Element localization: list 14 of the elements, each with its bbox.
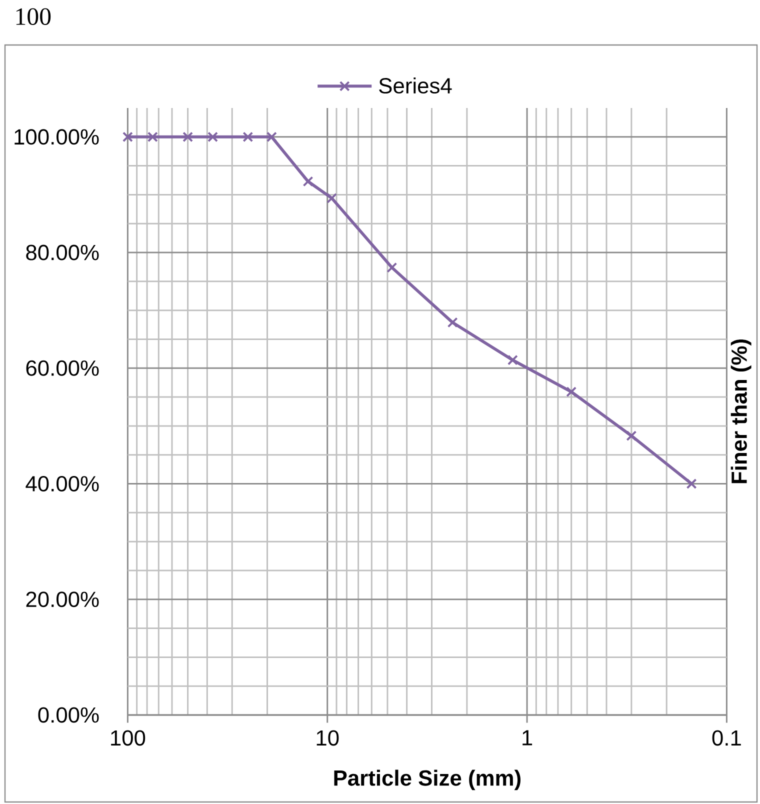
y-tick-label: 0.00% <box>38 707 99 723</box>
x-tick-label: 0.1 <box>712 730 741 746</box>
text: 100 <box>16 8 51 26</box>
y-tick-label: 40.00% <box>26 476 99 492</box>
y-axis-title: Finer than (%) <box>730 340 752 484</box>
y-tick-label: 100.00% <box>14 129 99 145</box>
y-tick-label: 60.00% <box>26 360 99 376</box>
legend-label: Series4 <box>379 77 452 94</box>
x-tick-label: 100 <box>111 730 146 746</box>
y-tick-label: 80.00% <box>26 244 99 260</box>
x-tick-label: 1 <box>522 730 532 746</box>
x-tick-label: 10 <box>316 730 339 746</box>
x-axis-title: Particle Size (mm) <box>334 770 520 790</box>
y-tick-label: 20.00% <box>26 592 99 608</box>
